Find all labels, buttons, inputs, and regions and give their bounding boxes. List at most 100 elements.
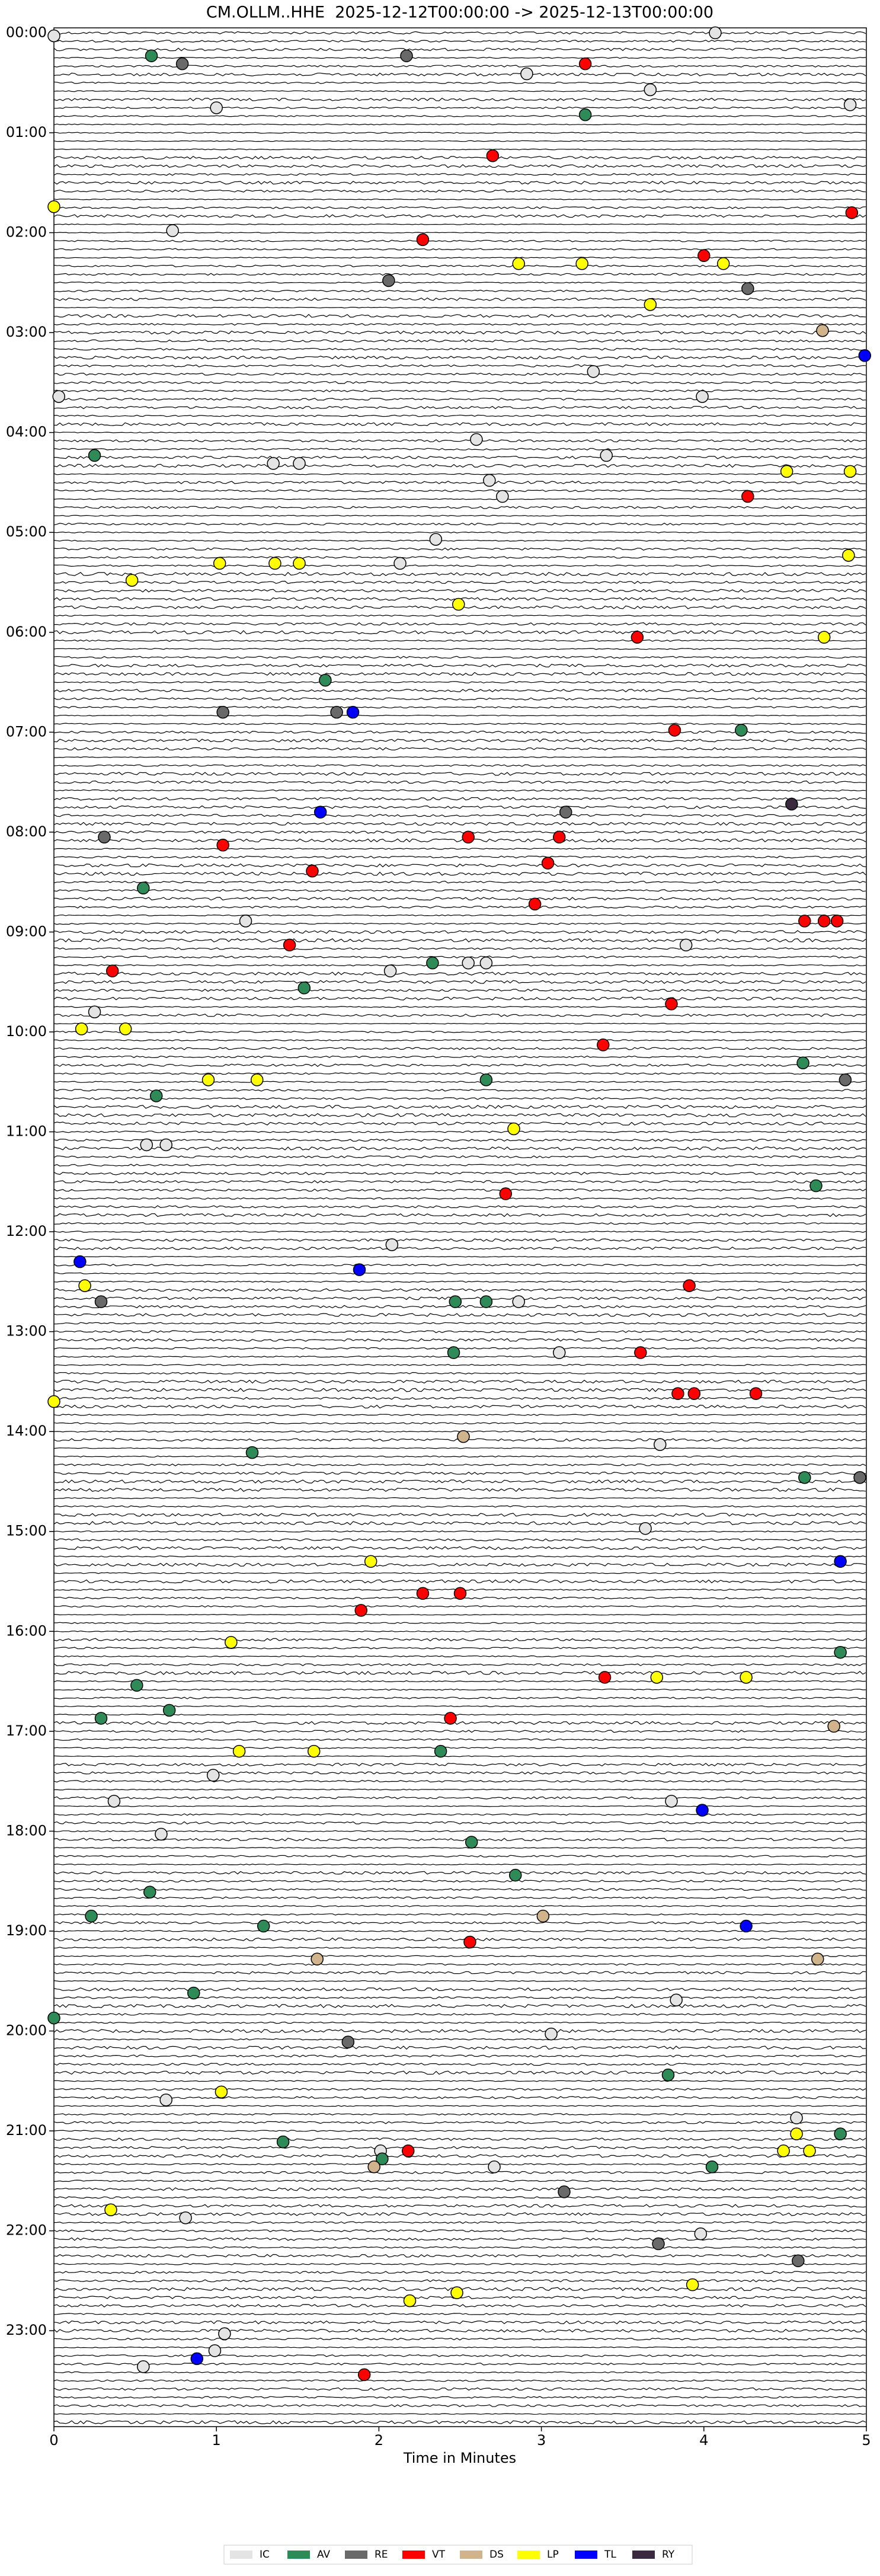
event-marker bbox=[159, 1138, 172, 1152]
event-marker bbox=[499, 1187, 513, 1200]
event-marker bbox=[858, 349, 872, 362]
trace bbox=[53, 322, 866, 326]
trace bbox=[53, 1471, 866, 1475]
event-marker bbox=[330, 705, 343, 719]
trace bbox=[53, 2105, 866, 2107]
trace bbox=[53, 1880, 866, 1883]
y-tick-label: 02:00 bbox=[6, 224, 47, 241]
trace bbox=[53, 1579, 866, 1584]
event-marker bbox=[817, 631, 831, 644]
trace bbox=[53, 432, 866, 434]
trace bbox=[53, 2204, 866, 2208]
trace bbox=[53, 198, 866, 200]
event-marker bbox=[598, 1671, 612, 1684]
trace bbox=[53, 1562, 866, 1567]
trace bbox=[53, 1530, 866, 1533]
trace bbox=[53, 1605, 866, 1608]
event-marker bbox=[125, 574, 139, 587]
legend-swatch bbox=[345, 2551, 367, 2559]
event-marker bbox=[293, 457, 306, 470]
trace bbox=[53, 1305, 866, 1309]
trace bbox=[54, 282, 866, 284]
trace bbox=[53, 897, 866, 901]
trace bbox=[53, 264, 866, 267]
event-marker bbox=[843, 465, 857, 478]
event-marker bbox=[741, 282, 754, 295]
event-marker bbox=[631, 631, 644, 644]
legend-label: VT bbox=[432, 2549, 446, 2561]
legend-label: IC bbox=[260, 2549, 270, 2561]
event-marker bbox=[843, 98, 857, 111]
trace bbox=[53, 772, 866, 776]
event-marker bbox=[749, 1387, 763, 1400]
trace bbox=[53, 571, 866, 576]
event-marker bbox=[541, 856, 555, 870]
trace bbox=[53, 2121, 866, 2124]
trace bbox=[53, 1655, 866, 1658]
trace bbox=[53, 189, 866, 193]
trace bbox=[53, 1222, 866, 1225]
event-marker bbox=[210, 101, 223, 114]
trace bbox=[53, 1205, 866, 1209]
event-marker bbox=[447, 1346, 460, 1359]
trace bbox=[53, 181, 866, 185]
trace bbox=[53, 2187, 866, 2191]
event-marker bbox=[488, 2160, 501, 2174]
event-marker bbox=[644, 83, 657, 97]
event-marker bbox=[634, 1346, 647, 1359]
trace bbox=[53, 40, 866, 43]
trace bbox=[53, 1171, 866, 1175]
trace bbox=[53, 132, 866, 134]
trace bbox=[53, 589, 866, 593]
event-marker bbox=[790, 2111, 803, 2124]
trace bbox=[53, 31, 866, 35]
event-marker bbox=[834, 1645, 847, 1659]
event-marker bbox=[452, 597, 465, 611]
event-marker bbox=[341, 2035, 355, 2048]
trace bbox=[53, 273, 866, 276]
event-marker bbox=[159, 2094, 172, 2107]
trace bbox=[53, 289, 866, 292]
event-marker bbox=[696, 390, 709, 403]
trace bbox=[53, 173, 866, 176]
event-marker bbox=[558, 2185, 571, 2198]
trace bbox=[53, 372, 866, 376]
trace bbox=[53, 855, 866, 859]
event-marker bbox=[47, 2011, 60, 2025]
trace bbox=[53, 2154, 866, 2158]
trace bbox=[53, 1930, 866, 1932]
event-marker bbox=[650, 1671, 664, 1684]
y-tick-label: 00:00 bbox=[6, 24, 47, 40]
trace bbox=[53, 2046, 866, 2050]
trace bbox=[53, 2371, 866, 2374]
trace bbox=[53, 489, 866, 493]
trace bbox=[53, 2237, 866, 2241]
trace bbox=[53, 1180, 866, 1184]
trace bbox=[54, 1272, 866, 1274]
legend-label: TL bbox=[604, 2549, 616, 2561]
event-marker bbox=[311, 1952, 324, 1965]
trace bbox=[53, 947, 866, 950]
trace bbox=[53, 2354, 866, 2357]
event-marker bbox=[98, 830, 111, 844]
event-marker bbox=[201, 1073, 215, 1086]
trace bbox=[53, 955, 866, 959]
trace bbox=[53, 1146, 866, 1151]
trace bbox=[53, 1089, 866, 1092]
event-marker bbox=[206, 1769, 220, 1782]
trace bbox=[53, 880, 866, 884]
event-marker bbox=[208, 2344, 222, 2357]
trace bbox=[53, 681, 866, 684]
trace bbox=[53, 155, 866, 160]
trace bbox=[53, 214, 866, 218]
trace bbox=[53, 1379, 866, 1384]
trace bbox=[53, 2196, 866, 2199]
trace bbox=[53, 663, 866, 668]
event-marker bbox=[816, 324, 829, 337]
trace bbox=[53, 706, 866, 709]
event-marker bbox=[383, 964, 397, 977]
trace bbox=[53, 1546, 866, 1551]
trace bbox=[53, 1888, 866, 1891]
trace bbox=[53, 2329, 866, 2333]
